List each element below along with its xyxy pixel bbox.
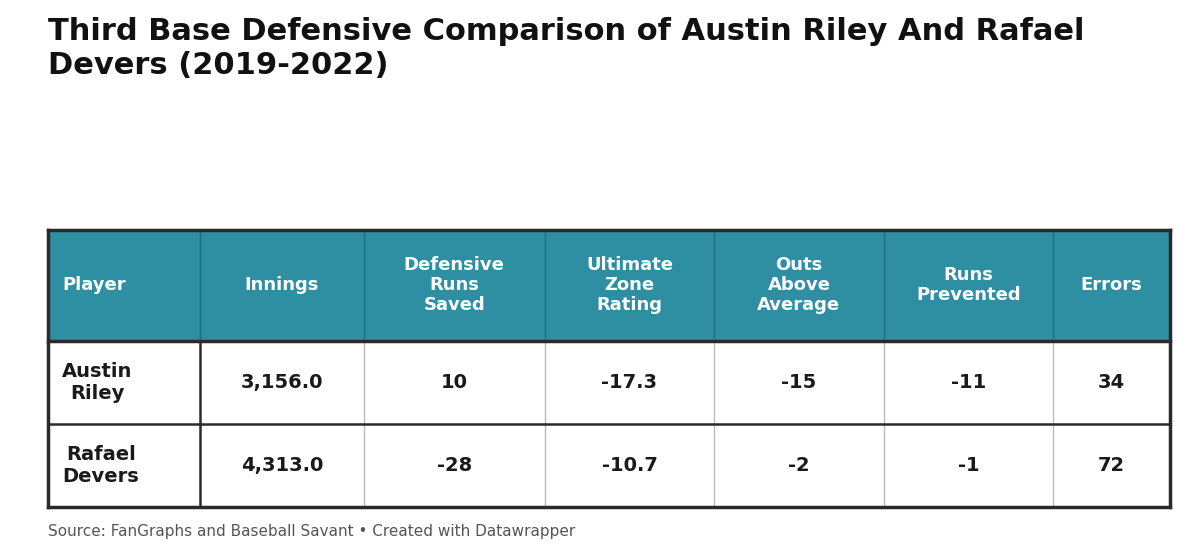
Text: -11: -11 xyxy=(950,373,986,392)
Text: Errors: Errors xyxy=(1081,276,1142,294)
Text: 3,156.0: 3,156.0 xyxy=(240,373,323,392)
Text: -15: -15 xyxy=(781,373,816,392)
Text: -17.3: -17.3 xyxy=(601,373,658,392)
Text: Outs
Above
Average: Outs Above Average xyxy=(757,256,840,315)
Text: -1: -1 xyxy=(958,456,979,475)
Text: 10: 10 xyxy=(440,373,468,392)
Text: Ultimate
Zone
Rating: Ultimate Zone Rating xyxy=(586,256,673,315)
Text: -2: -2 xyxy=(788,456,810,475)
Text: Source: FanGraphs and Baseball Savant • Created with Datawrapper: Source: FanGraphs and Baseball Savant • … xyxy=(48,524,575,538)
Text: Runs
Prevented: Runs Prevented xyxy=(916,266,1021,304)
Text: 72: 72 xyxy=(1098,456,1126,475)
Text: Austin
Riley: Austin Riley xyxy=(62,362,133,403)
Text: Third Base Defensive Comparison of Austin Riley And Rafael
Devers (2019-2022): Third Base Defensive Comparison of Austi… xyxy=(48,17,1085,80)
Text: Innings: Innings xyxy=(245,276,319,294)
Text: Defensive
Runs
Saved: Defensive Runs Saved xyxy=(403,256,504,315)
Text: Rafael
Devers: Rafael Devers xyxy=(62,445,139,486)
Text: 34: 34 xyxy=(1098,373,1126,392)
Text: Player: Player xyxy=(62,276,126,294)
Text: -28: -28 xyxy=(437,456,472,475)
Text: -10.7: -10.7 xyxy=(601,456,658,475)
Text: 4,313.0: 4,313.0 xyxy=(240,456,323,475)
